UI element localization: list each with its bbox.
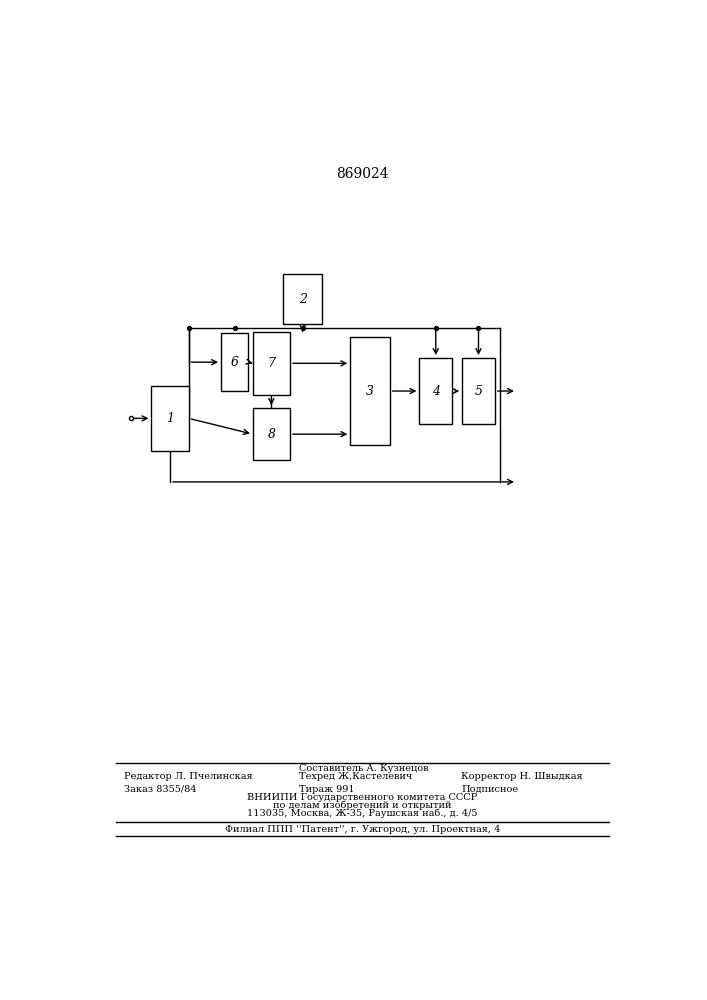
Text: Тираж 991: Тираж 991 xyxy=(299,785,355,794)
Text: 5: 5 xyxy=(474,385,482,398)
Text: ВНИИПИ Государственного комитета СССР: ВНИИПИ Государственного комитета СССР xyxy=(247,793,477,802)
Bar xyxy=(151,386,189,451)
Text: 1: 1 xyxy=(166,412,174,425)
Bar xyxy=(350,337,390,445)
Text: Техред Ж,Кастелевич: Техред Ж,Кастелевич xyxy=(299,772,413,781)
Text: Филиал ППП ''Патент'', г. Ужгород, ул. Проектная, 4: Филиал ППП ''Патент'', г. Ужгород, ул. П… xyxy=(225,825,500,834)
Bar xyxy=(419,358,452,424)
Text: 113035, Москва, Ж-35, Раушская наб., д. 4/5: 113035, Москва, Ж-35, Раушская наб., д. … xyxy=(247,808,478,818)
Text: 3: 3 xyxy=(366,385,374,398)
Text: Подписное: Подписное xyxy=(461,785,518,794)
Text: Составитель А. Кузнецов: Составитель А. Кузнецов xyxy=(299,764,429,773)
Text: 4: 4 xyxy=(432,385,440,398)
Bar xyxy=(462,358,495,424)
Bar xyxy=(283,274,322,324)
Text: по делам изобретений и открытий: по делам изобретений и открытий xyxy=(273,801,452,810)
Text: 7: 7 xyxy=(267,357,276,370)
Text: Заказ 8355/84: Заказ 8355/84 xyxy=(124,785,197,794)
Text: Корректор Н. Швыдкая: Корректор Н. Швыдкая xyxy=(461,772,583,781)
Text: 869024: 869024 xyxy=(336,167,389,181)
Text: 8: 8 xyxy=(267,428,276,441)
Text: 6: 6 xyxy=(230,356,239,369)
Text: Редактор Л. Пчелинская: Редактор Л. Пчелинская xyxy=(124,772,252,781)
Bar xyxy=(253,408,290,460)
Text: 2: 2 xyxy=(298,293,307,306)
Bar xyxy=(253,332,290,395)
Bar xyxy=(221,333,248,391)
